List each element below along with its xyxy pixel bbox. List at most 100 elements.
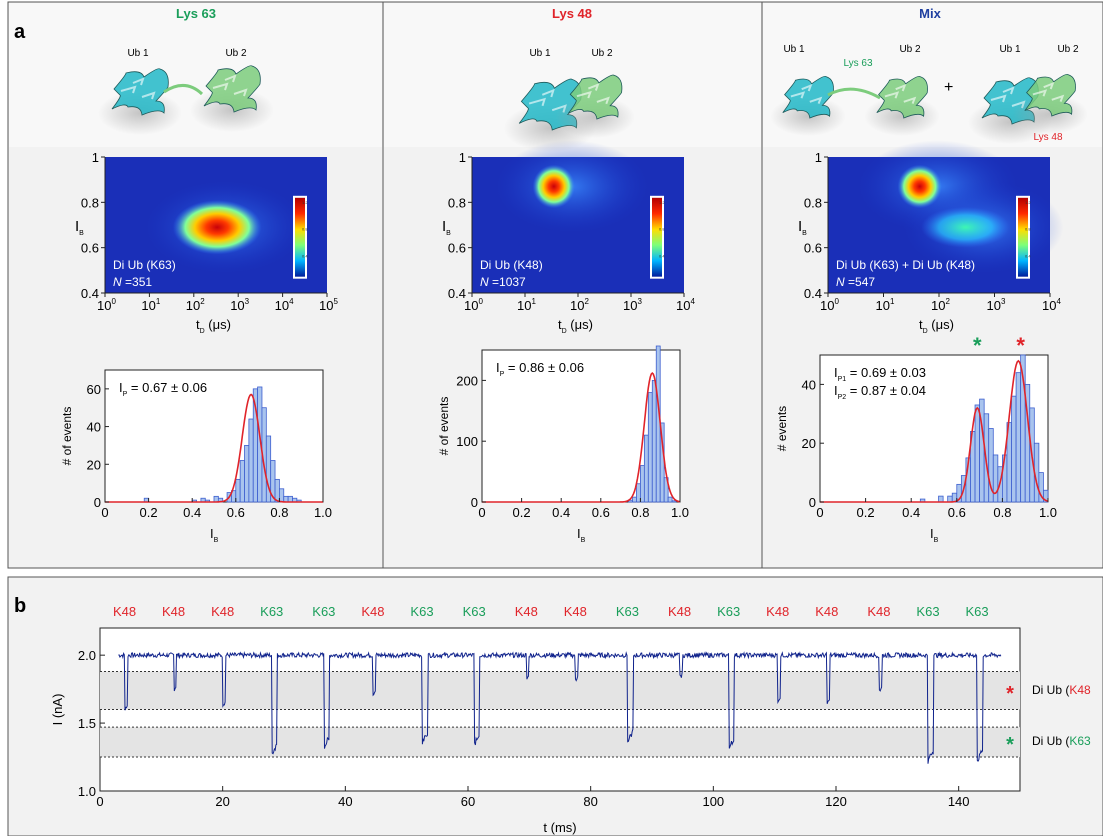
- y-tick-label: 60: [87, 382, 101, 397]
- color-scale-tick: 0.8: [659, 227, 665, 232]
- axis-label-main: I: [210, 526, 214, 541]
- color-scale-bar: [652, 197, 662, 277]
- x-tick-label: 0.6: [948, 505, 966, 520]
- histogram-bar: [235, 478, 241, 503]
- protein-strand: [587, 83, 600, 91]
- y-axis-label: IB: [75, 218, 84, 237]
- color-scale-tick: 0.8: [1025, 227, 1031, 232]
- fit-label-value: = 0.69 ± 0.03: [846, 365, 926, 380]
- x-tick-label: 104: [275, 297, 294, 313]
- x-tick-label: 0: [816, 505, 823, 520]
- event-label: K63: [916, 604, 939, 619]
- histogram-bar: [1011, 395, 1017, 503]
- x-tick-label: 105: [319, 297, 338, 313]
- protein-strand: [528, 97, 546, 107]
- x-tick-label: 20: [215, 794, 229, 809]
- axis-label-sub: B: [214, 537, 219, 544]
- x-tick-base: 10: [676, 298, 690, 313]
- event-label: K48: [766, 604, 789, 619]
- y-tick-label: 0.4: [448, 286, 466, 301]
- fit-parameter: IP1 = 0.69 ± 0.03: [834, 365, 926, 383]
- x-tick-label: 102: [186, 297, 205, 313]
- fit-label-main: I: [834, 383, 838, 398]
- x-tick-exponent: 3: [637, 297, 642, 306]
- x-tick-label: 100: [820, 297, 839, 313]
- current-trace: [118, 650, 1002, 764]
- x-tick-exponent: 1: [531, 297, 536, 306]
- x-tick-exponent: 4: [1056, 297, 1061, 306]
- axis-label-main: t: [196, 317, 200, 332]
- protein-strand: [1043, 81, 1055, 90]
- color-scale-tick: 0.8: [302, 227, 308, 232]
- fit-parameter: IP2 = 0.87 ± 0.04: [834, 383, 926, 401]
- x-tick-label: 100: [464, 297, 483, 313]
- fit-curve: [482, 371, 681, 503]
- count-label: N: [836, 275, 845, 289]
- protein-strand: [903, 96, 917, 104]
- protein-strand: [1002, 86, 1015, 95]
- count-value: =351: [122, 275, 153, 289]
- axis-label-sub: B: [581, 537, 586, 544]
- structure-label: Ub 2: [899, 44, 921, 55]
- band-label: Di Ub (K48: [1032, 683, 1091, 697]
- fit-label-sub: P1: [838, 376, 847, 383]
- event-label: K48: [867, 604, 890, 619]
- histogram-bar: [643, 434, 649, 503]
- protein-strand: [541, 88, 555, 98]
- protein-ribbon: [1024, 73, 1076, 117]
- axis-label-main: I: [798, 218, 802, 235]
- color-scale-tick: 1.2: [659, 200, 665, 205]
- event-label: K63: [312, 604, 335, 619]
- x-tick-base: 10: [464, 298, 478, 313]
- linker: [827, 87, 881, 100]
- histogram-bar: [248, 418, 254, 503]
- column-title: Lys 63: [176, 6, 216, 21]
- protein-strand: [1032, 89, 1048, 97]
- x-tick-label: 102: [570, 297, 589, 313]
- x-tick-label: 102: [931, 297, 950, 313]
- x-tick-exponent: 0: [478, 297, 483, 306]
- protein-strand: [132, 77, 145, 86]
- x-tick-label: 0.8: [993, 505, 1011, 520]
- heatmap-annotation: Di Ub (K63): [113, 258, 176, 272]
- axis-label-main: t: [558, 317, 562, 332]
- color-scale-bar: [1018, 197, 1028, 277]
- x-tick-label: 0.4: [552, 505, 570, 520]
- x-tick-label: 100: [97, 297, 116, 313]
- y-axis-label: # of events: [437, 397, 451, 456]
- band-star: *: [1006, 734, 1014, 756]
- axis-label-unit: (μs): [567, 317, 593, 332]
- fit-label-main: I: [834, 365, 838, 380]
- y-tick-label: 40: [802, 377, 816, 392]
- histogram-bar: [1043, 489, 1049, 503]
- linker-label-k48: Lys 48: [1033, 132, 1063, 143]
- y-axis-label: IB: [798, 218, 807, 237]
- fit-label-value: = 0.86 ± 0.06: [504, 360, 584, 375]
- histogram-bar: [671, 500, 677, 503]
- fit-label-main: I: [119, 380, 123, 395]
- event-label: K48: [113, 604, 136, 619]
- histogram-bar: [274, 478, 280, 503]
- protein-strand: [596, 96, 610, 105]
- x-tick-exponent: 3: [245, 297, 250, 306]
- fit-label-sub: P2: [838, 394, 847, 401]
- column-title: Lys 48: [552, 6, 592, 21]
- x-axis-label: IB: [210, 526, 219, 544]
- protein-ribbon: [568, 74, 623, 120]
- protein-strand: [809, 96, 823, 104]
- x-tick-label: 0.2: [513, 505, 531, 520]
- x-tick-label: 1.0: [314, 505, 332, 520]
- protein-strand: [141, 91, 156, 100]
- count-label: N: [480, 275, 489, 289]
- x-tick-label: 0: [101, 505, 108, 520]
- y-tick-label: 1: [459, 150, 466, 165]
- x-tick-label: 0.2: [857, 505, 875, 520]
- protein-strand: [1051, 94, 1065, 102]
- x-tick-label: 40: [338, 794, 352, 809]
- histogram-plot-area: [104, 369, 324, 503]
- x-tick-label: 104: [676, 297, 695, 313]
- y-tick-label: 0.8: [804, 195, 822, 210]
- y-tick-label: 20: [87, 457, 101, 472]
- x-axis-label: tD (μs): [558, 317, 593, 335]
- x-tick-label: 101: [141, 297, 160, 313]
